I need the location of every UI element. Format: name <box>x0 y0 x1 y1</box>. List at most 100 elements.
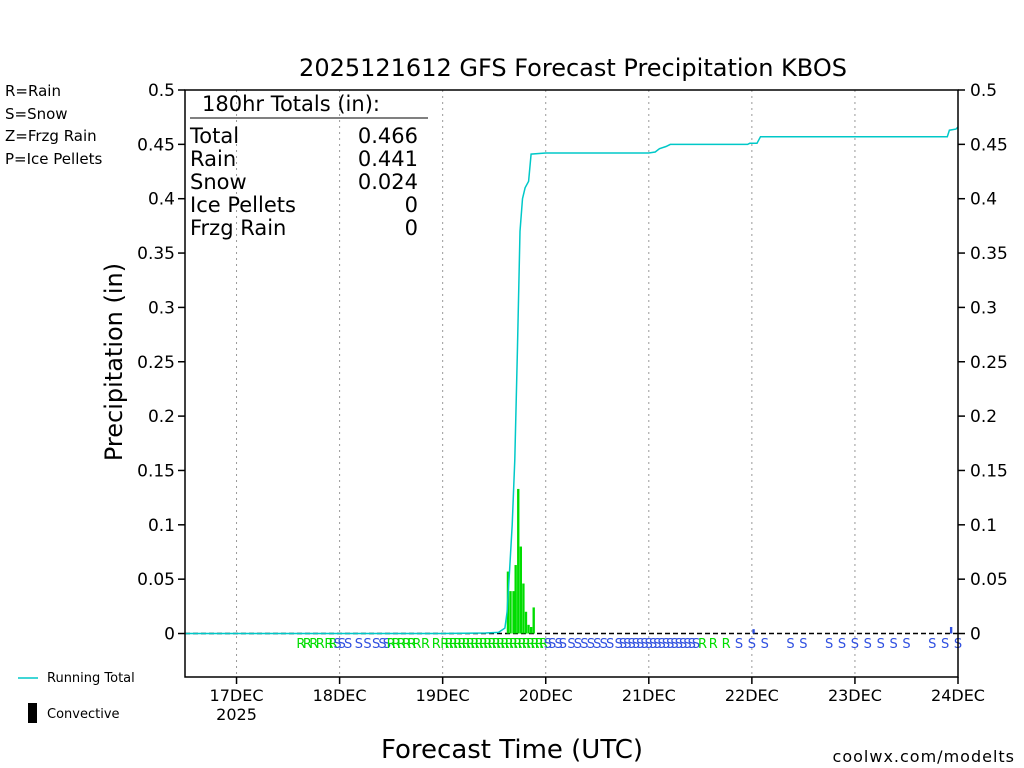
ptype-letter: S <box>355 637 363 652</box>
totals-label-snow: Snow <box>190 170 247 194</box>
convective-legend-swatch <box>28 703 37 723</box>
ptype-letter: R <box>440 637 449 652</box>
y-tick-label-right: 0.5 <box>970 81 997 101</box>
x-tick-label: 20DEC <box>519 686 573 705</box>
precip-bar <box>514 565 517 634</box>
ptype-letter: R <box>397 637 406 652</box>
precip-bar <box>517 488 520 634</box>
ptype-letter: R <box>453 637 462 652</box>
ptype-letter: S <box>559 637 567 652</box>
ptype-letter: S <box>851 637 859 652</box>
precip-bar <box>532 607 535 634</box>
ptype-letter: S <box>928 637 936 652</box>
ptype-letter: S <box>658 637 666 652</box>
ptype-letter: R <box>483 637 492 652</box>
legend-snow: S=Snow <box>5 105 68 123</box>
ptype-letter: R <box>530 637 539 652</box>
x-axis-label: Forecast Time (UTC) <box>381 735 643 765</box>
ptype-letter: R <box>470 637 479 652</box>
precip-bar <box>752 629 755 634</box>
ptype-letter: R <box>722 637 731 652</box>
ptype-letter: S <box>554 637 562 652</box>
legend-frzg-rain: Z=Frzg Rain <box>5 127 97 145</box>
ptype-letter: S <box>825 637 833 652</box>
ptype-letter: S <box>636 637 644 652</box>
ptype-letter: R <box>457 637 466 652</box>
ptype-letter: S <box>748 637 756 652</box>
running-total-legend-label: Running Total <box>47 671 135 686</box>
totals-header: 180hr Totals (in): <box>202 92 380 116</box>
ptype-letter: R <box>412 637 421 652</box>
ptype-letter: R <box>479 637 488 652</box>
ptype-letter: S <box>600 637 608 652</box>
y-tick-label: 0.4 <box>148 190 175 210</box>
ptype-letter: S <box>574 637 582 652</box>
ptype-letter: S <box>619 637 627 652</box>
ptype-letter: S <box>666 637 674 652</box>
ptype-letter: S <box>889 637 897 652</box>
y-tick-label: 0 <box>164 625 175 645</box>
ptype-letter: S <box>623 637 631 652</box>
ptype-letter: R <box>466 637 475 652</box>
ptype-legend: R=Rain S=Snow Z=Frzg Rain P=Ice Pellets <box>5 82 102 168</box>
ptype-letter: S <box>645 637 653 652</box>
ptype-letter: R <box>316 637 325 652</box>
chart-title: 2025121612 GFS Forecast Precipitation KB… <box>299 54 847 82</box>
ptype-letter: S <box>683 637 691 652</box>
ptype-letter: S <box>877 637 885 652</box>
x-tick-label: 24DEC <box>931 686 985 705</box>
ptype-letter: S <box>606 637 614 652</box>
ptype-letter: S <box>372 637 380 652</box>
y-axis-label: Precipitation (in) <box>100 263 128 461</box>
ptype-letter: R <box>324 637 333 652</box>
y-ticks-left: 0 0.05 0.1 0.15 0.2 0.25 0.3 0.35 0.4 0.45 0.5 <box>137 81 185 645</box>
totals-label-rain: Rain <box>190 147 236 171</box>
y-tick-label-right: 0.35 <box>970 244 1008 264</box>
ptype-letter: S <box>640 637 648 652</box>
ptype-letter: S <box>649 637 657 652</box>
precip-bar <box>512 591 515 634</box>
x-tick-label: 22DEC <box>725 686 779 705</box>
ptype-letter: S <box>735 637 743 652</box>
y-tick-label: 0.05 <box>137 570 175 590</box>
ptype-letter: S <box>692 637 700 652</box>
ptype-letter: S <box>679 637 687 652</box>
x-tick-label: 19DEC <box>416 686 470 705</box>
y-tick-label-right: 0.4 <box>970 190 997 210</box>
totals-box: 180hr Totals (in): Total 0.466 Rain 0.44… <box>189 92 428 240</box>
precip-bar <box>509 591 512 634</box>
ptype-letter: S <box>688 637 696 652</box>
ptype-letter: S <box>662 637 670 652</box>
convective-legend-label: Convective <box>47 707 120 722</box>
precip-bar <box>527 624 530 634</box>
totals-label-ice-pellets: Ice Pellets <box>190 193 296 217</box>
totals-value-frzg-rain: 0 <box>405 216 418 240</box>
y-tick-label-right: 0.25 <box>970 353 1008 373</box>
ptype-letter: S <box>799 637 807 652</box>
ptype-letter: S <box>593 637 601 652</box>
x-tick-label: 23DEC <box>828 686 882 705</box>
ptype-letter: R <box>392 637 401 652</box>
precip-bar <box>522 583 525 634</box>
y-tick-label: 0.3 <box>148 298 175 318</box>
ptype-letter: R <box>475 637 484 652</box>
legend-rain: R=Rain <box>5 82 61 100</box>
y-tick-label: 0.15 <box>137 461 175 481</box>
ptype-letter: S <box>902 637 910 652</box>
ptype-letter: R <box>296 637 305 652</box>
ptype-letter: S <box>548 637 556 652</box>
ptype-letter: R <box>449 637 458 652</box>
x-tick-label: 18DEC <box>313 686 367 705</box>
ptype-letter: R <box>387 637 396 652</box>
x-tick-sublabel: 2025 <box>216 705 257 724</box>
ptype-letter: S <box>786 637 794 652</box>
y-tick-label-right: 0.2 <box>970 407 997 427</box>
ptype-letter: R <box>462 637 471 652</box>
ptype-letter: S <box>675 637 683 652</box>
ptype-letter: S <box>838 637 846 652</box>
totals-value-snow: 0.024 <box>358 170 418 194</box>
y-tick-label: 0.5 <box>148 81 175 101</box>
